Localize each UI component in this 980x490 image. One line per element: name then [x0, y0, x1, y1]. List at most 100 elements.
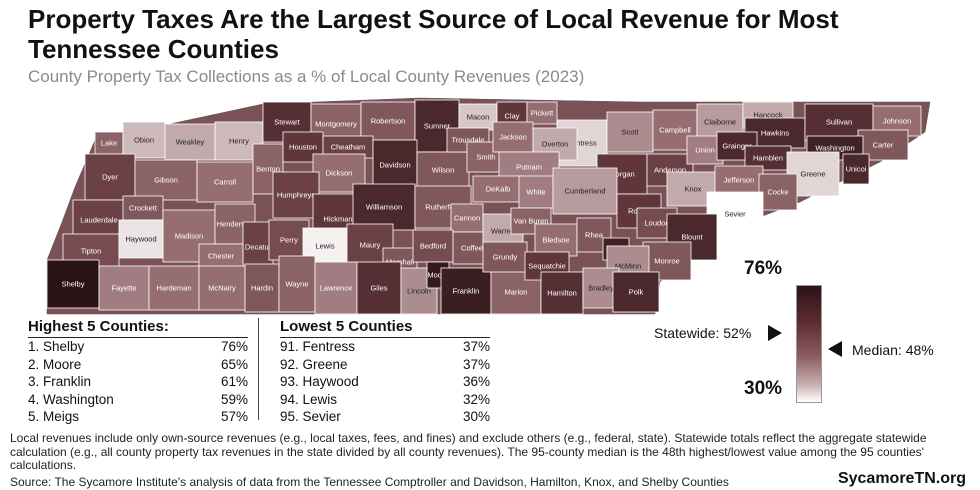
county-crockett: [122, 195, 164, 221]
county-label: Pickett: [531, 109, 554, 118]
county-label: Sevier: [724, 210, 746, 219]
county-label: Hawkins: [761, 129, 790, 138]
county-label: Gibson: [154, 176, 178, 185]
county-label: Greene: [800, 170, 825, 179]
county-label: Madison: [175, 232, 203, 241]
highest-county-name: 5. Meigs: [28, 409, 80, 424]
county-label: Washington: [815, 144, 854, 153]
county-cocke: [758, 173, 798, 211]
table-divider: [258, 318, 259, 420]
county-haywood: [118, 219, 164, 259]
county-label: Tipton: [81, 247, 102, 256]
highest-row: 2. Moore 65%: [28, 356, 248, 374]
county-label: Sullivan: [826, 118, 852, 127]
lowest-heading: Lowest 5 Counties: [280, 318, 490, 338]
county-label: Davidson: [379, 161, 410, 170]
county-fayette: [98, 265, 150, 311]
county-label: Jackson: [499, 133, 527, 142]
highest-county-value: 57%: [220, 409, 248, 424]
county-label: Claiborne: [704, 118, 736, 127]
county-label: McNairy: [208, 284, 236, 293]
county-label: Clay: [504, 112, 519, 121]
county-label: Trousdale: [451, 136, 484, 145]
chart-title: Property Taxes Are the Largest Source of…: [28, 4, 839, 64]
county-davidson: [372, 139, 418, 191]
county-label: Grainger: [722, 142, 752, 151]
county-label: Dickson: [326, 169, 353, 178]
source-note: Source: The Sycamore Institute's analysi…: [10, 475, 729, 489]
county-macon: [458, 103, 498, 131]
lowest-county-name: 94. Lewis: [280, 391, 338, 407]
county-label: Anderson: [654, 166, 686, 175]
county-label: Montgomery: [315, 120, 357, 129]
county-label: Weakley: [176, 138, 205, 147]
county-label: Benton: [256, 165, 280, 174]
highest-county-value: 65%: [220, 356, 248, 372]
county-label: McMinn: [615, 262, 641, 271]
lowest-county-name: 91. Fentress: [280, 339, 356, 354]
county-label: Carter: [873, 141, 894, 150]
county-label: Humphreys: [277, 191, 316, 200]
highest-row: 1. Shelby 76%: [28, 338, 248, 356]
county-carroll: [196, 161, 254, 203]
county-label: Fentress: [567, 139, 596, 148]
county-label: Loudon: [644, 219, 669, 228]
county-hamilton: [540, 271, 584, 315]
lowest-county-name: 93. Haywood: [280, 374, 359, 389]
county-label: Maury: [360, 241, 381, 250]
chart-subtitle: County Property Tax Collections as a % o…: [28, 67, 585, 86]
county-williamson: [352, 183, 416, 231]
county-label: Hamilton: [547, 289, 577, 298]
highest-heading: Highest 5 Counties:: [28, 318, 248, 338]
county-label: Union: [695, 146, 715, 155]
county-label: Decatur: [245, 243, 272, 252]
county-label: Robertson: [371, 117, 406, 126]
county-label: Haywood: [125, 235, 156, 244]
county-label: Van Buren: [514, 217, 549, 226]
county-label: Hickman: [323, 215, 352, 224]
county-label: Scott: [621, 128, 639, 137]
county-label: Polk: [629, 288, 644, 297]
county-label: Blount: [681, 233, 703, 242]
county-label: Franklin: [453, 287, 480, 296]
county-label: Lewis: [315, 242, 334, 251]
tennessee-county-map: Lake Obion Weakley Henry Stewart Montgomery Ro…: [46, 97, 931, 315]
county-wilson: [416, 151, 470, 189]
lowest-county-value: 37%: [462, 356, 490, 372]
county-label: Lauderdale: [80, 216, 118, 225]
county-label: Putnam: [516, 163, 542, 172]
county-label: Warren: [491, 227, 515, 236]
county-label: Morgan: [609, 170, 634, 179]
county-white: [518, 175, 554, 209]
county-label: Dyer: [102, 173, 118, 182]
county-label: DeKalb: [486, 185, 511, 194]
county-label: Grundy: [493, 253, 518, 262]
county-giles: [356, 261, 402, 315]
county-label: Campbell: [659, 126, 691, 135]
county-label: Cocke: [767, 188, 788, 197]
county-label: Chester: [208, 252, 235, 261]
lowest-row: 94. Lewis 32%: [280, 391, 490, 409]
highest-county-name: 4. Washington: [28, 391, 114, 407]
county-label: Smith: [476, 153, 495, 162]
county-unicoi: [842, 153, 870, 185]
county-label: Knox: [684, 185, 701, 194]
county-obion: [122, 121, 166, 159]
lowest-county-name: 95. Sevier: [280, 409, 341, 424]
lowest-row: 91. Fentress 37%: [280, 338, 490, 356]
county-label: Cheatham: [331, 143, 366, 152]
lowest-county-value: 36%: [462, 374, 490, 389]
county-mcnairy: [198, 265, 246, 311]
county-label: Bradley: [588, 284, 614, 293]
legend-color-bar: [796, 285, 822, 403]
county-label: Henderson: [217, 220, 254, 229]
highest-county-value: 76%: [220, 339, 248, 354]
county-label: Fayette: [111, 284, 136, 293]
county-gibson: [134, 159, 198, 201]
county-label: Williamson: [366, 203, 402, 212]
brand-logo-text: SycamoreTN.org: [837, 470, 966, 487]
county-label: Bedford: [420, 242, 446, 251]
county-label: Macon: [467, 113, 490, 122]
lowest-county-name: 92. Greene: [280, 356, 348, 372]
highest-row: 5. Meigs 57%: [28, 408, 248, 426]
